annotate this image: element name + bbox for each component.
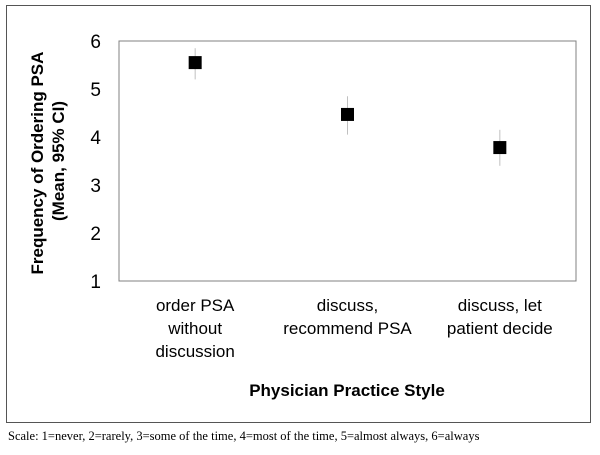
y-axis-title-line-2: (Mean, 95% CI) xyxy=(49,101,68,221)
y-tick-label: 5 xyxy=(90,80,101,101)
data-point-marker xyxy=(493,141,507,155)
figure-frame: 1 2 3 4 5 6 order PSA without discussion discuss… xyxy=(6,5,591,423)
y-tick-label: 3 xyxy=(90,176,101,197)
plot-area xyxy=(118,40,577,282)
data-point-marker xyxy=(341,107,354,121)
x-category-label: discuss, let patient decide xyxy=(447,296,553,338)
data-point-marker xyxy=(188,56,202,70)
y-axis-title-line-1: Frequency of Ordering PSA xyxy=(28,52,47,275)
x-category-label-line: discussion xyxy=(155,342,234,361)
x-category-label-line: order PSA xyxy=(156,296,235,315)
chart: 1 2 3 4 5 6 order PSA without discussion discuss… xyxy=(28,32,577,400)
x-category-label-line: discuss, let xyxy=(458,296,542,315)
x-category-label-line: without xyxy=(167,319,222,338)
x-axis-title: Physician Practice Style xyxy=(249,381,445,400)
y-tick-label: 4 xyxy=(90,128,101,149)
y-tick-label: 1 xyxy=(90,272,101,293)
y-axis-title: Frequency of Ordering PSA (Mean, 95% CI) xyxy=(28,47,68,274)
x-category-label-line: patient decide xyxy=(447,319,553,338)
y-tick-label: 2 xyxy=(90,224,101,245)
x-category-label-line: recommend PSA xyxy=(283,319,412,338)
x-category-label: order PSA without discussion xyxy=(155,296,235,361)
y-tick-label: 6 xyxy=(90,32,101,53)
scale-caption: Scale: 1=never, 2=rarely, 3=some of the … xyxy=(8,429,480,443)
x-category-label: discuss, recommend PSA xyxy=(283,296,412,338)
x-category-label-line: discuss, xyxy=(317,296,378,315)
